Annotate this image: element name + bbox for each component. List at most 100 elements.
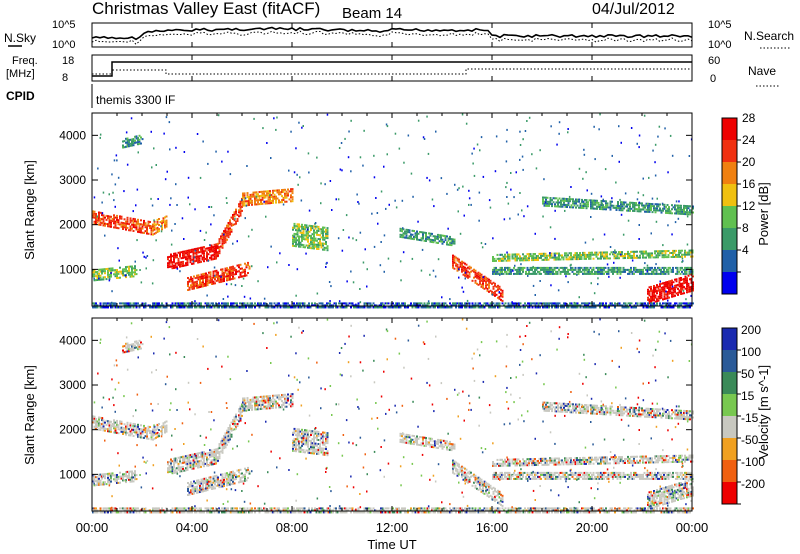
power-cell xyxy=(96,217,99,220)
power-cell xyxy=(214,276,216,279)
power-cell xyxy=(315,306,318,309)
power-cell xyxy=(585,201,588,204)
velocity-cell xyxy=(211,488,213,490)
power-cell xyxy=(318,306,321,309)
power-cell xyxy=(615,209,618,211)
power-cell xyxy=(514,272,517,275)
power-cell xyxy=(203,306,205,309)
power-cell xyxy=(441,306,444,309)
power-cell xyxy=(384,302,387,305)
power-cell xyxy=(224,275,227,278)
power-cell xyxy=(197,276,200,279)
power-cell xyxy=(506,196,508,198)
power-cell xyxy=(661,252,664,255)
power-cell xyxy=(296,304,298,307)
power-cell xyxy=(449,237,451,240)
power-cell xyxy=(189,257,192,260)
power-cell xyxy=(476,143,479,146)
velocity-cell xyxy=(116,431,118,434)
power-cell xyxy=(688,251,691,254)
velocity-cell xyxy=(224,432,227,435)
power-cell xyxy=(138,229,141,232)
power-cell xyxy=(350,170,352,173)
power-cell xyxy=(222,304,225,307)
power-cell xyxy=(631,272,634,275)
power-cell xyxy=(610,270,613,273)
power-cell xyxy=(437,242,439,244)
velocity-cell xyxy=(255,398,258,401)
power-cell xyxy=(275,304,277,307)
velocity-cell xyxy=(117,432,120,435)
power-cell xyxy=(514,253,517,256)
power-cell xyxy=(362,261,365,264)
power-cell xyxy=(505,266,508,269)
power-cell xyxy=(672,293,675,296)
power-cell xyxy=(656,209,658,212)
power-cell xyxy=(504,257,506,260)
power-cell xyxy=(230,272,233,275)
power-cell xyxy=(685,268,688,271)
power-cell xyxy=(665,304,667,307)
power-cell xyxy=(686,304,688,307)
power-cell xyxy=(660,292,663,295)
power-cell xyxy=(114,273,117,276)
power-cell xyxy=(438,302,441,305)
power-cell xyxy=(411,257,414,260)
power-cell xyxy=(128,143,130,146)
power-cell xyxy=(440,306,442,309)
power-cell xyxy=(223,238,225,241)
power-cell xyxy=(248,265,251,268)
power-cell xyxy=(654,209,657,212)
power-cell xyxy=(429,232,432,235)
power-cell xyxy=(522,266,524,269)
velocity-cell xyxy=(104,421,106,424)
power-cell xyxy=(195,302,198,305)
velocity-cell xyxy=(215,448,217,451)
power-cell xyxy=(524,130,527,132)
power-cell xyxy=(108,277,111,280)
power-cell xyxy=(104,270,106,273)
velocity-cell xyxy=(192,467,195,470)
velocity-cell xyxy=(143,428,145,431)
power-cell xyxy=(675,278,678,281)
power-cell xyxy=(230,278,233,281)
power-cell xyxy=(597,277,599,280)
power-cell xyxy=(132,304,135,307)
freq-trace xyxy=(92,61,692,77)
power-cell xyxy=(171,263,174,266)
power-cell xyxy=(342,306,345,309)
power-cell xyxy=(380,306,382,309)
power-cell xyxy=(202,279,204,282)
power-cell xyxy=(187,176,190,179)
power-cell xyxy=(516,253,518,256)
power-cell xyxy=(132,267,135,270)
velocity-cell xyxy=(152,428,154,431)
power-cell xyxy=(672,206,675,209)
power-cell xyxy=(553,256,556,259)
velocity-cell xyxy=(276,394,279,397)
power-cell xyxy=(246,302,249,305)
power-cell xyxy=(104,222,106,225)
power-cell xyxy=(203,282,206,285)
power-cell xyxy=(241,271,243,274)
power-cell xyxy=(599,206,601,208)
power-cell xyxy=(189,255,192,258)
power-cell xyxy=(600,304,603,307)
power-cell xyxy=(434,302,436,305)
power-cell xyxy=(449,306,451,309)
power-cell xyxy=(126,306,129,309)
power-cell xyxy=(322,232,324,235)
power-cell xyxy=(183,302,186,305)
power-cell xyxy=(357,306,360,309)
power-cell xyxy=(579,252,581,254)
power-cell xyxy=(96,270,99,273)
power-cell xyxy=(453,302,456,305)
velocity-cell xyxy=(273,398,276,401)
power-cell xyxy=(633,208,636,210)
velocity-cell xyxy=(254,402,256,405)
power-cell xyxy=(307,244,309,247)
power-cell xyxy=(218,279,221,282)
power-cell xyxy=(93,306,96,309)
power-cell xyxy=(173,260,175,263)
power-cell xyxy=(689,205,691,208)
